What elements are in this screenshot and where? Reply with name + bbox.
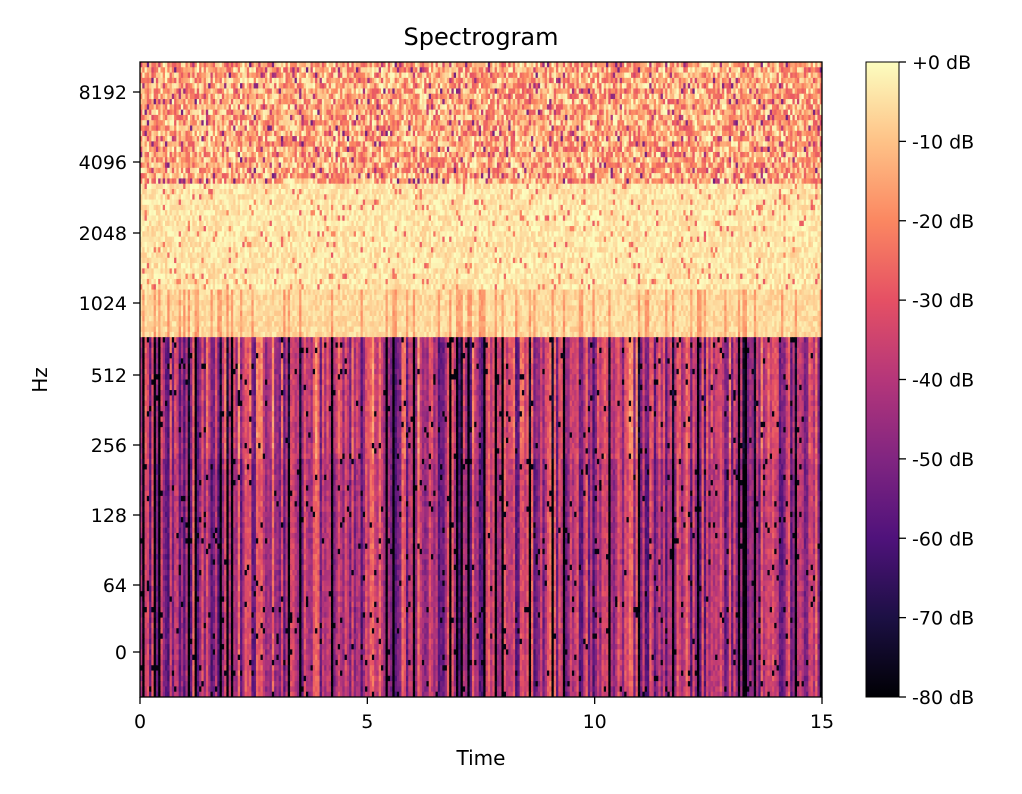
heatmap-cells	[140, 62, 823, 698]
chart-title: Spectrogram	[403, 23, 558, 51]
